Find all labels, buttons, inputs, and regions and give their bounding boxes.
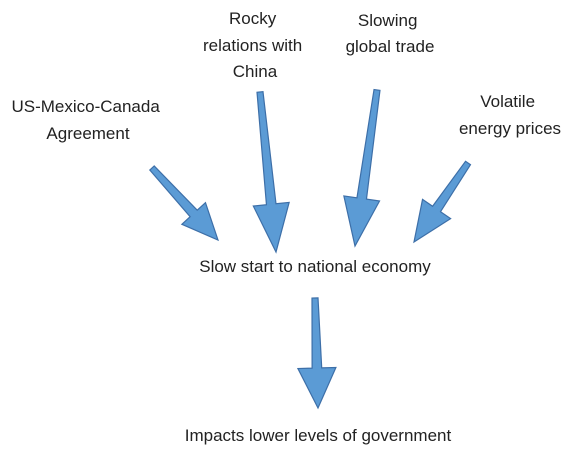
arrow (413, 160, 472, 244)
label-line: Slowing (358, 11, 418, 30)
label-line: Rocky (229, 9, 277, 28)
arrow (252, 91, 290, 254)
label-line: global trade (346, 37, 435, 56)
cause-label: Slowing global trade (346, 11, 435, 56)
label-line: US-Mexico-Canada (11, 97, 160, 116)
label-line: Volatile (480, 92, 535, 111)
arrows (148, 88, 472, 410)
label-line: Slow start to national economy (199, 257, 431, 276)
effect-label: Slow start to national economy (199, 257, 431, 276)
arrow (343, 88, 381, 248)
label-line: relations with (203, 36, 302, 55)
label-line: China (233, 62, 278, 81)
cause-label: Volatile energy prices (459, 92, 561, 138)
outcome-label: Impacts lower levels of government (185, 426, 452, 445)
cause-label: US-Mexico-Canada Agreement (11, 97, 164, 143)
label-line: Agreement (46, 124, 129, 143)
arrow (296, 297, 337, 410)
arrow (148, 165, 219, 242)
label-line: Impacts lower levels of government (185, 426, 452, 445)
cause-label: Rocky relations with China (203, 9, 307, 81)
label-line: energy prices (459, 119, 561, 138)
